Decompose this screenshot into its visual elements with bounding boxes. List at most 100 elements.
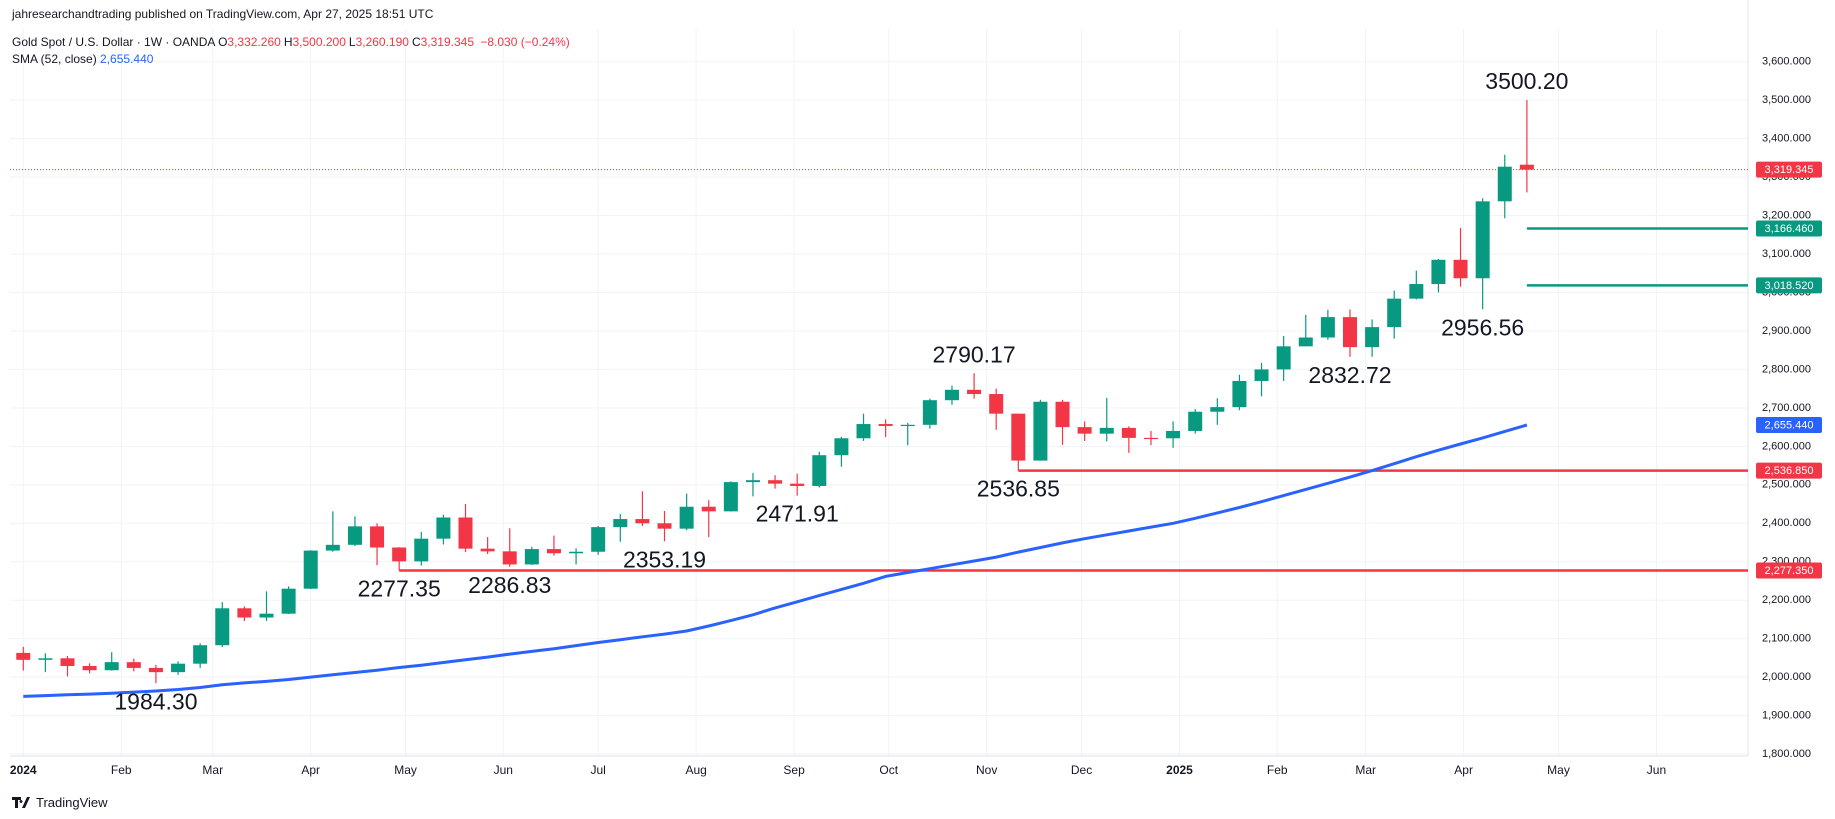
candle-body xyxy=(723,482,738,512)
candle-body xyxy=(1365,327,1380,348)
candle-body xyxy=(546,549,561,554)
candle-body xyxy=(193,645,208,664)
candle-body xyxy=(480,548,495,552)
candle-body xyxy=(392,547,407,562)
candle-body xyxy=(215,608,230,646)
y-tick-label: 2,400.000 xyxy=(1762,517,1811,529)
price-badge-label: 3,166.460 xyxy=(1765,223,1814,235)
candle-body xyxy=(1276,346,1291,370)
x-tick-label: Oct xyxy=(879,763,898,777)
candle-body xyxy=(370,526,385,548)
x-tick-label: Dec xyxy=(1071,763,1092,777)
candle-body xyxy=(569,551,584,554)
sma-line xyxy=(23,423,1528,698)
ohlc-value: 3,332.260 xyxy=(227,35,281,49)
ohlc: O3,332.260 H3,500.200 L3,260.190 C3,319.345 xyxy=(218,35,477,49)
price-annotation: 2536.85 xyxy=(977,476,1060,502)
y-tick-label: 1,900.000 xyxy=(1762,710,1811,722)
x-tick-label: Nov xyxy=(976,763,997,777)
x-tick-label: Mar xyxy=(1355,763,1376,777)
candle-body xyxy=(347,526,362,545)
candle-body xyxy=(16,652,31,660)
x-tick-label: Aug xyxy=(685,763,706,777)
candle-body xyxy=(1099,427,1114,434)
candle-body xyxy=(635,519,650,524)
price-badge xyxy=(1756,462,1822,479)
ohlc-value: 3,500.200 xyxy=(292,35,346,49)
candle-body xyxy=(701,506,716,512)
candle-body xyxy=(944,389,959,401)
candle-body xyxy=(1431,259,1446,285)
y-tick-label: 2,500.000 xyxy=(1762,479,1811,491)
brand-logo xyxy=(12,796,30,808)
y-tick-label: 3,200.000 xyxy=(1762,209,1811,221)
candle-body xyxy=(1232,380,1247,408)
x-tick-label: Apr xyxy=(1454,763,1473,777)
candle-body xyxy=(259,613,274,618)
x-tick-label: Jun xyxy=(494,763,513,777)
price-annotation: 2277.35 xyxy=(358,576,441,602)
price-badge-label: 2,277.350 xyxy=(1765,565,1814,577)
candle-body xyxy=(967,389,982,395)
brand-name: TradingView xyxy=(36,795,108,810)
candle-body xyxy=(414,538,429,562)
y-tick-label: 2,900.000 xyxy=(1762,325,1811,337)
x-tick-label: 2024 xyxy=(10,763,37,777)
price-annotation: 2790.17 xyxy=(933,341,1016,367)
candle-body xyxy=(436,517,451,539)
symbol: Gold Spot / U.S. Dollar · 1W · OANDA xyxy=(12,35,215,49)
candle-body xyxy=(790,483,805,486)
price-badge xyxy=(1756,161,1822,178)
price-annotation: 2471.91 xyxy=(756,501,839,527)
candle-body xyxy=(1387,298,1402,328)
candle-body xyxy=(1519,164,1534,170)
candle-body xyxy=(900,424,915,427)
y-tick-label: 3,600.000 xyxy=(1762,56,1811,68)
candle-body xyxy=(303,550,318,589)
candle-body xyxy=(237,608,252,618)
candle-body xyxy=(613,519,628,528)
price-badge xyxy=(1756,417,1822,434)
candle-body xyxy=(989,394,1004,414)
x-tick-label: Mar xyxy=(202,763,223,777)
price-badge-label: 2,655.440 xyxy=(1765,419,1814,431)
candle-body xyxy=(834,438,849,456)
candle-body xyxy=(1342,317,1357,348)
candle-body xyxy=(126,662,141,668)
candle-body xyxy=(60,658,75,666)
y-tick-label: 3,500.000 xyxy=(1762,94,1811,106)
candle-body xyxy=(1011,413,1026,461)
x-tick-label: May xyxy=(394,763,417,777)
x-tick-label: Jun xyxy=(1647,763,1666,777)
candle-body xyxy=(657,523,672,529)
price-badge xyxy=(1756,562,1822,579)
candle-body xyxy=(171,663,186,673)
candle-body xyxy=(1497,166,1512,202)
ohlc-key: L xyxy=(348,35,356,49)
ohlc-key: C xyxy=(411,35,421,49)
candle-body xyxy=(745,480,760,483)
indicator-value: 2,655.440 xyxy=(100,52,154,66)
candle-body xyxy=(502,551,517,565)
candle-body xyxy=(1254,369,1269,381)
candle-body xyxy=(1475,201,1490,279)
candle-body xyxy=(1188,411,1203,431)
price-annotation: 3500.20 xyxy=(1485,68,1568,94)
candle-body xyxy=(148,667,163,673)
brand[interactable]: TradingView xyxy=(12,795,108,810)
candle-body xyxy=(281,588,296,614)
candle-body xyxy=(458,517,473,549)
price-badge-label: 2,536.850 xyxy=(1765,465,1814,477)
y-tick-label: 3,400.000 xyxy=(1762,133,1811,145)
candle-body xyxy=(1210,407,1225,412)
candle-body xyxy=(1409,284,1424,299)
candle-body xyxy=(1166,430,1181,439)
candle-body xyxy=(325,544,340,551)
change: −8.030 (−0.24%) xyxy=(480,35,570,49)
price-annotation: 2353.19 xyxy=(623,546,706,572)
published-line: jahresearchandtrading published on Tradi… xyxy=(12,7,434,21)
price-annotation: 2956.56 xyxy=(1441,314,1524,340)
candle-body xyxy=(1077,427,1092,434)
